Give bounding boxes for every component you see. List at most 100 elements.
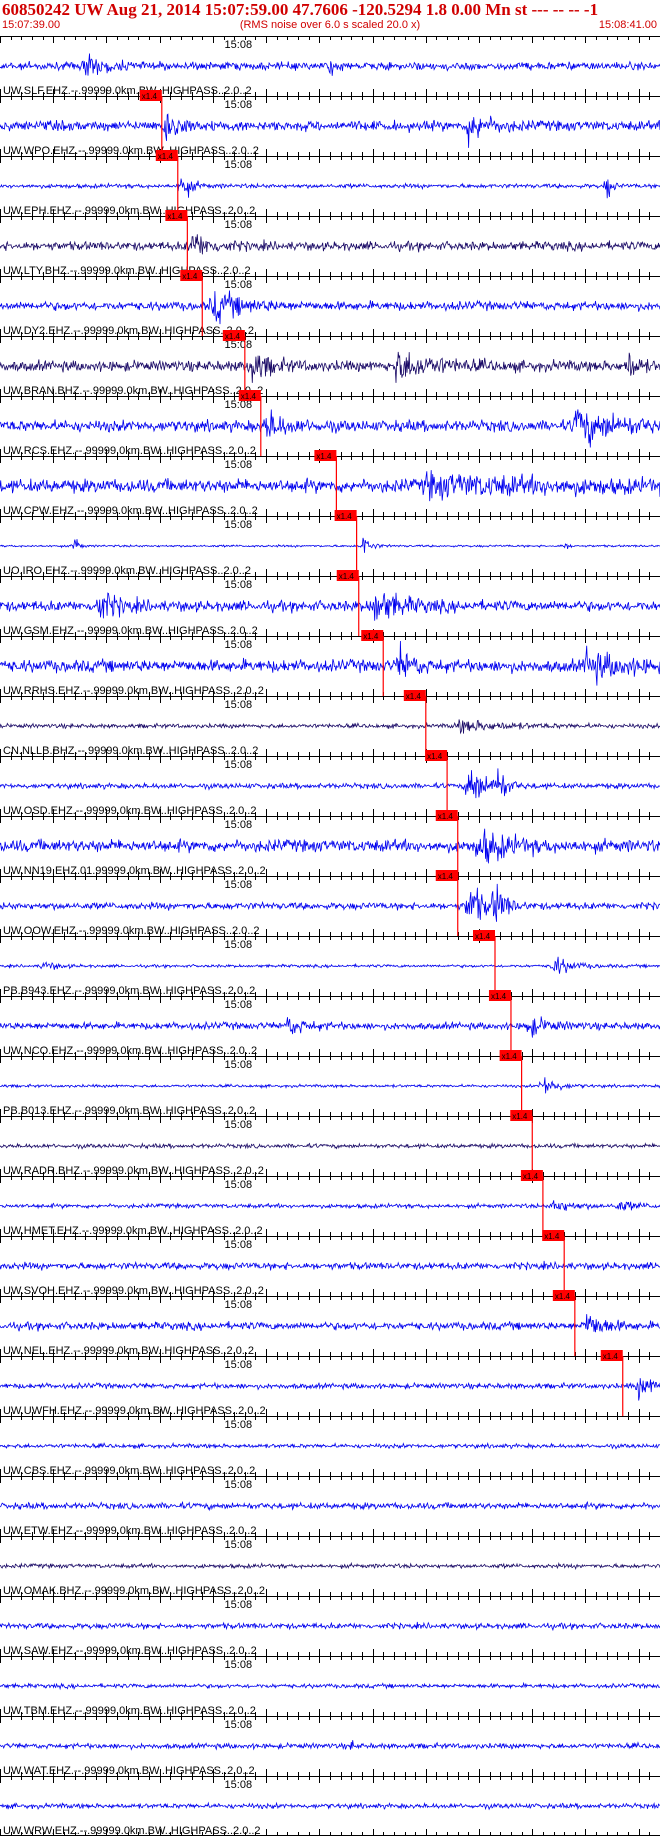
minute-label: 15:08 bbox=[225, 399, 253, 411]
station-label: UW.OOW.EHZ.--.99999.0km.BW..HIGHPASS..2.… bbox=[3, 925, 260, 937]
station-label: UW.OMAK.BHZ.--.99999.0km.BW..HIGHPASS..2… bbox=[3, 1585, 265, 1597]
pick-label: x1.4 bbox=[438, 812, 454, 821]
pick-label: x1.4 bbox=[337, 512, 353, 521]
waveform-trace bbox=[0, 1314, 660, 1333]
time-ticks bbox=[0, 276, 660, 336]
pick-label: x1.4 bbox=[142, 92, 158, 101]
seismogram-plot: 15:08 UW.SLF.EHZ.--.99999.0km.BW..HIGHPAS… bbox=[0, 36, 660, 1837]
minute-label: 15:08 bbox=[225, 879, 253, 891]
minute-label: 15:08 bbox=[225, 1599, 253, 1611]
station-label: UW.EPH.EHZ.--.99999.0km.BW..HIGHPASS..2.… bbox=[3, 205, 255, 217]
pick-marker bbox=[488, 990, 511, 1001]
time-ticks bbox=[0, 156, 660, 216]
station-label: UW.NN19.EHZ.01.99999.0km.BW..HIGHPASS..2… bbox=[3, 865, 266, 877]
minute-label: 15:08 bbox=[225, 1059, 253, 1071]
waveform-trace bbox=[0, 1621, 660, 1632]
waveform-trace bbox=[0, 592, 660, 621]
event-title: 60850242 UW Aug 21, 2014 15:07:59.00 47.… bbox=[2, 0, 599, 19]
station-label: UW.WAT.EHZ.--.99999.0km.BW..HIGHPASS..2.… bbox=[3, 1765, 255, 1777]
time-ticks bbox=[0, 396, 660, 456]
waveform-trace bbox=[0, 1200, 660, 1211]
pick-marker bbox=[222, 330, 245, 341]
pick-marker bbox=[155, 150, 178, 161]
time-ticks bbox=[0, 1296, 660, 1356]
pick-label: x1.4 bbox=[427, 752, 443, 761]
minute-label: 15:08 bbox=[225, 819, 253, 831]
pick-marker bbox=[499, 1050, 522, 1061]
waveform-trace bbox=[0, 1441, 660, 1450]
waveform-trace bbox=[0, 234, 660, 255]
station-label: UW.CPW.EHZ.--.99999.0km.BW..HIGHPASS..2.… bbox=[3, 505, 258, 517]
pick-marker bbox=[165, 210, 188, 221]
minute-label: 15:08 bbox=[225, 1239, 253, 1251]
minute-label: 15:08 bbox=[225, 39, 253, 51]
waveform-trace bbox=[0, 113, 660, 148]
station-label: UW.WRW.EHZ.--.99999.0km.BW..HIGHPASS..2.… bbox=[3, 1825, 261, 1837]
station-label: UW.SVOH.EHZ.--.99999.0km.BW..HIGHPASS..2… bbox=[3, 1285, 264, 1297]
pick-marker bbox=[238, 390, 261, 401]
minute-label: 15:08 bbox=[225, 1539, 253, 1551]
minute-label: 15:08 bbox=[225, 639, 253, 651]
pick-marker bbox=[600, 1350, 623, 1361]
minute-label: 15:08 bbox=[225, 1119, 253, 1131]
pick-marker bbox=[180, 270, 203, 281]
pick-marker bbox=[139, 90, 162, 101]
waveform-trace bbox=[0, 828, 660, 864]
pick-label: x1.4 bbox=[438, 872, 454, 881]
time-ticks bbox=[0, 696, 660, 756]
waveform-trace bbox=[0, 883, 660, 922]
station-label: UW.LTY.BHZ.--.99999.0km.BW..HIGHPASS..2.… bbox=[3, 265, 251, 277]
pick-label: x1.4 bbox=[241, 392, 257, 401]
time-ticks bbox=[0, 36, 660, 96]
pick-marker bbox=[334, 510, 357, 521]
station-label: UW.SAW.EHZ.--.99999.0km.BW..HIGHPASS..2.… bbox=[3, 1645, 257, 1657]
station-label: CN.NLLB.BHZ.--.99999.0km.BW..HIGHPASS..2… bbox=[3, 745, 258, 757]
pick-marker bbox=[473, 930, 495, 941]
station-label: UW.NEL.EHZ.--.99999.0km.BW..HIGHPASS..2.… bbox=[3, 1345, 254, 1357]
minute-label: 15:08 bbox=[225, 1719, 253, 1731]
minute-label: 15:08 bbox=[225, 939, 253, 951]
pick-label: x1.4 bbox=[491, 992, 507, 1001]
time-ticks bbox=[0, 1716, 660, 1776]
pick-marker bbox=[435, 810, 458, 821]
pick-label: x1.4 bbox=[502, 1052, 518, 1061]
waveform-trace bbox=[0, 956, 660, 974]
minute-label: 15:08 bbox=[225, 219, 253, 231]
end-time: 15:08:41.00 bbox=[598, 19, 657, 31]
minute-label: 15:08 bbox=[225, 1419, 253, 1431]
waveform-trace bbox=[0, 1740, 660, 1751]
station-label: UW.RCS.EHZ.--.99999.0km.BW..HIGHPASS..2.… bbox=[3, 445, 256, 457]
waveform-trace bbox=[0, 1378, 660, 1401]
time-ticks bbox=[0, 216, 660, 276]
pick-marker bbox=[435, 870, 458, 881]
station-label: UW.CBS.EHZ.--.99999.0km.BW..HIGHPASS..2.… bbox=[3, 1465, 255, 1477]
pick-marker bbox=[314, 450, 337, 461]
time-ticks bbox=[0, 936, 660, 996]
waveform-trace bbox=[0, 178, 660, 199]
pick-label: x1.4 bbox=[555, 1292, 571, 1301]
pick-marker bbox=[425, 750, 448, 761]
time-ticks bbox=[0, 1356, 660, 1416]
station-label: UW.OSD.EHZ.--.99999.0km.BW..HIGHPASS..2.… bbox=[3, 805, 256, 817]
minute-label: 15:08 bbox=[225, 159, 253, 171]
station-label: UW.TBM.EHZ.--.99999.0km.BW..HIGHPASS..2.… bbox=[3, 1705, 256, 1717]
pick-label: x1.4 bbox=[603, 1352, 619, 1361]
time-ticks bbox=[0, 516, 660, 576]
waveform-trace bbox=[0, 768, 660, 799]
time-ticks bbox=[0, 576, 660, 636]
waveform-trace bbox=[0, 1561, 660, 1570]
waveform-trace bbox=[0, 1142, 660, 1150]
waveform-trace bbox=[0, 1801, 660, 1811]
minute-label: 15:08 bbox=[225, 699, 253, 711]
time-ticks bbox=[0, 456, 660, 516]
waveform-trace bbox=[0, 470, 660, 502]
waveform-trace bbox=[0, 1260, 660, 1272]
minute-label: 15:08 bbox=[225, 99, 253, 111]
minute-label: 15:08 bbox=[225, 279, 253, 291]
minute-label: 15:08 bbox=[225, 459, 253, 471]
pick-marker bbox=[510, 1110, 533, 1121]
waveform-trace bbox=[0, 1681, 660, 1691]
station-label: UW.ETW.EHZ.--.99999.0km.BW..HIGHPASS..2.… bbox=[3, 1525, 256, 1537]
time-ticks bbox=[0, 1476, 660, 1536]
pick-label: x1.4 bbox=[316, 452, 332, 461]
